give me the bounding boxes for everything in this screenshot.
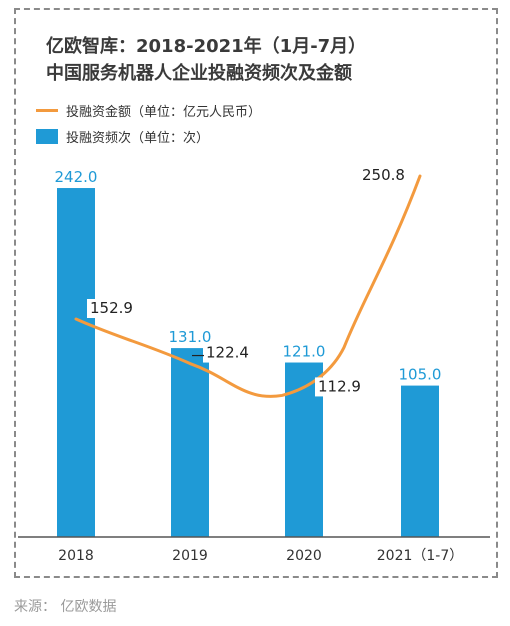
legend-label-frequency: 投融资频次（单位：次） [66,130,210,146]
x-tick-label: 2020 [286,548,322,564]
legend-line-swatch [36,108,58,112]
bar-2021（1-7） [401,385,439,537]
amount-line [74,174,422,398]
bar-value-label: 131.0 [169,328,212,346]
line-label-bg [87,299,138,318]
chart-title-line2: 中国服务机器人企业投融资频次及金额 [46,63,352,84]
line-value-label: 152.9 [90,299,133,317]
chart-frame [14,8,498,578]
legend-item-frequency: 投融资频次（单位：次） [36,127,210,146]
legend-item-amount: 投融资金额（单位：亿元人民币） [36,101,262,120]
bar-2019 [171,348,209,537]
legend-bar-swatch [36,128,58,144]
line-label-bg [203,343,254,363]
line-value-label: 250.8 [362,166,405,184]
source-note: 来源： 亿欧数据 [14,599,117,615]
bar-value-label: 242.0 [55,168,98,186]
line-value-label: 112.9 [318,377,361,395]
bar-value-label: 105.0 [399,366,442,384]
x-tick-label: 2018 [58,548,94,564]
chart-title-line1: 亿欧智库：2018-2021年（1月-7月） [46,36,367,57]
x-tick-label: 2019 [172,548,208,564]
legend-label-amount: 投融资金额（单位：亿元人民币） [66,104,262,120]
x-tick-label: 2021（1-7） [377,548,464,564]
bar-2018 [57,188,95,537]
line-label-bg [359,166,410,185]
bar-value-label: 121.0 [283,343,326,361]
line-value-label: 122.4 [206,344,249,362]
line-label-bg [315,377,366,397]
